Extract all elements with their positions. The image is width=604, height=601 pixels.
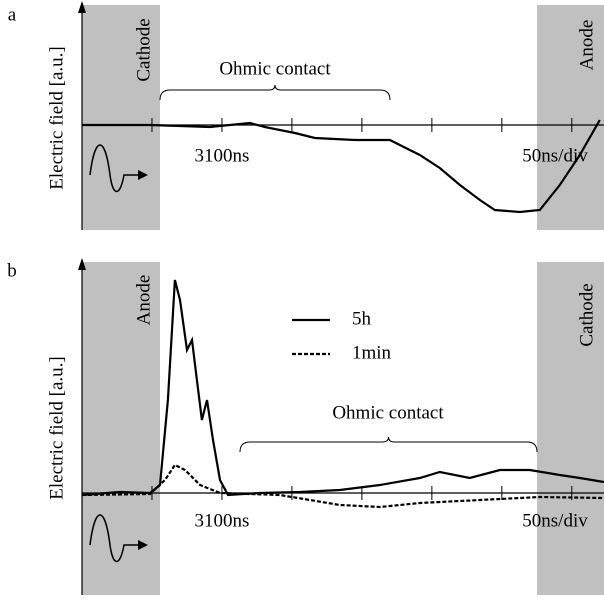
region-left: [82, 262, 160, 595]
bracket: [239, 436, 538, 453]
region-label: Cathode: [133, 18, 154, 81]
bracket: [159, 84, 391, 101]
region-right: [537, 5, 604, 230]
wave-arrow: [138, 540, 148, 550]
wave-arrow: [138, 170, 148, 180]
scale-label: 50ns/div: [522, 145, 588, 166]
legend-label: 5h: [352, 308, 372, 329]
region-label: Cathode: [576, 283, 597, 346]
series-line: [81, 279, 604, 497]
series-line: [82, 119, 601, 214]
region-label: Anode: [133, 275, 154, 326]
panel-label: b: [7, 260, 17, 281]
region-label: Anode: [576, 20, 597, 71]
panel-label: a: [8, 4, 17, 25]
wave-icon: [89, 144, 140, 193]
y-axis-arrow: [78, 258, 86, 270]
series-line: [81, 463, 604, 509]
y-axis-arrow: [78, 1, 86, 13]
legend-label: 1min: [352, 342, 392, 363]
region-left: [82, 5, 160, 230]
y-axis-label: Electric field [a.u.]: [46, 46, 67, 189]
scale-label: 50ns/div: [522, 510, 588, 531]
bracket-label: Ohmic contact: [219, 58, 331, 79]
wave-icon: [89, 514, 140, 563]
region-right: [537, 262, 604, 595]
time-label: 3100ns: [195, 145, 250, 166]
time-label: 3100ns: [195, 510, 250, 531]
y-axis-label: Electric field [a.u.]: [46, 356, 67, 499]
bracket-label: Ohmic contact: [332, 402, 444, 423]
